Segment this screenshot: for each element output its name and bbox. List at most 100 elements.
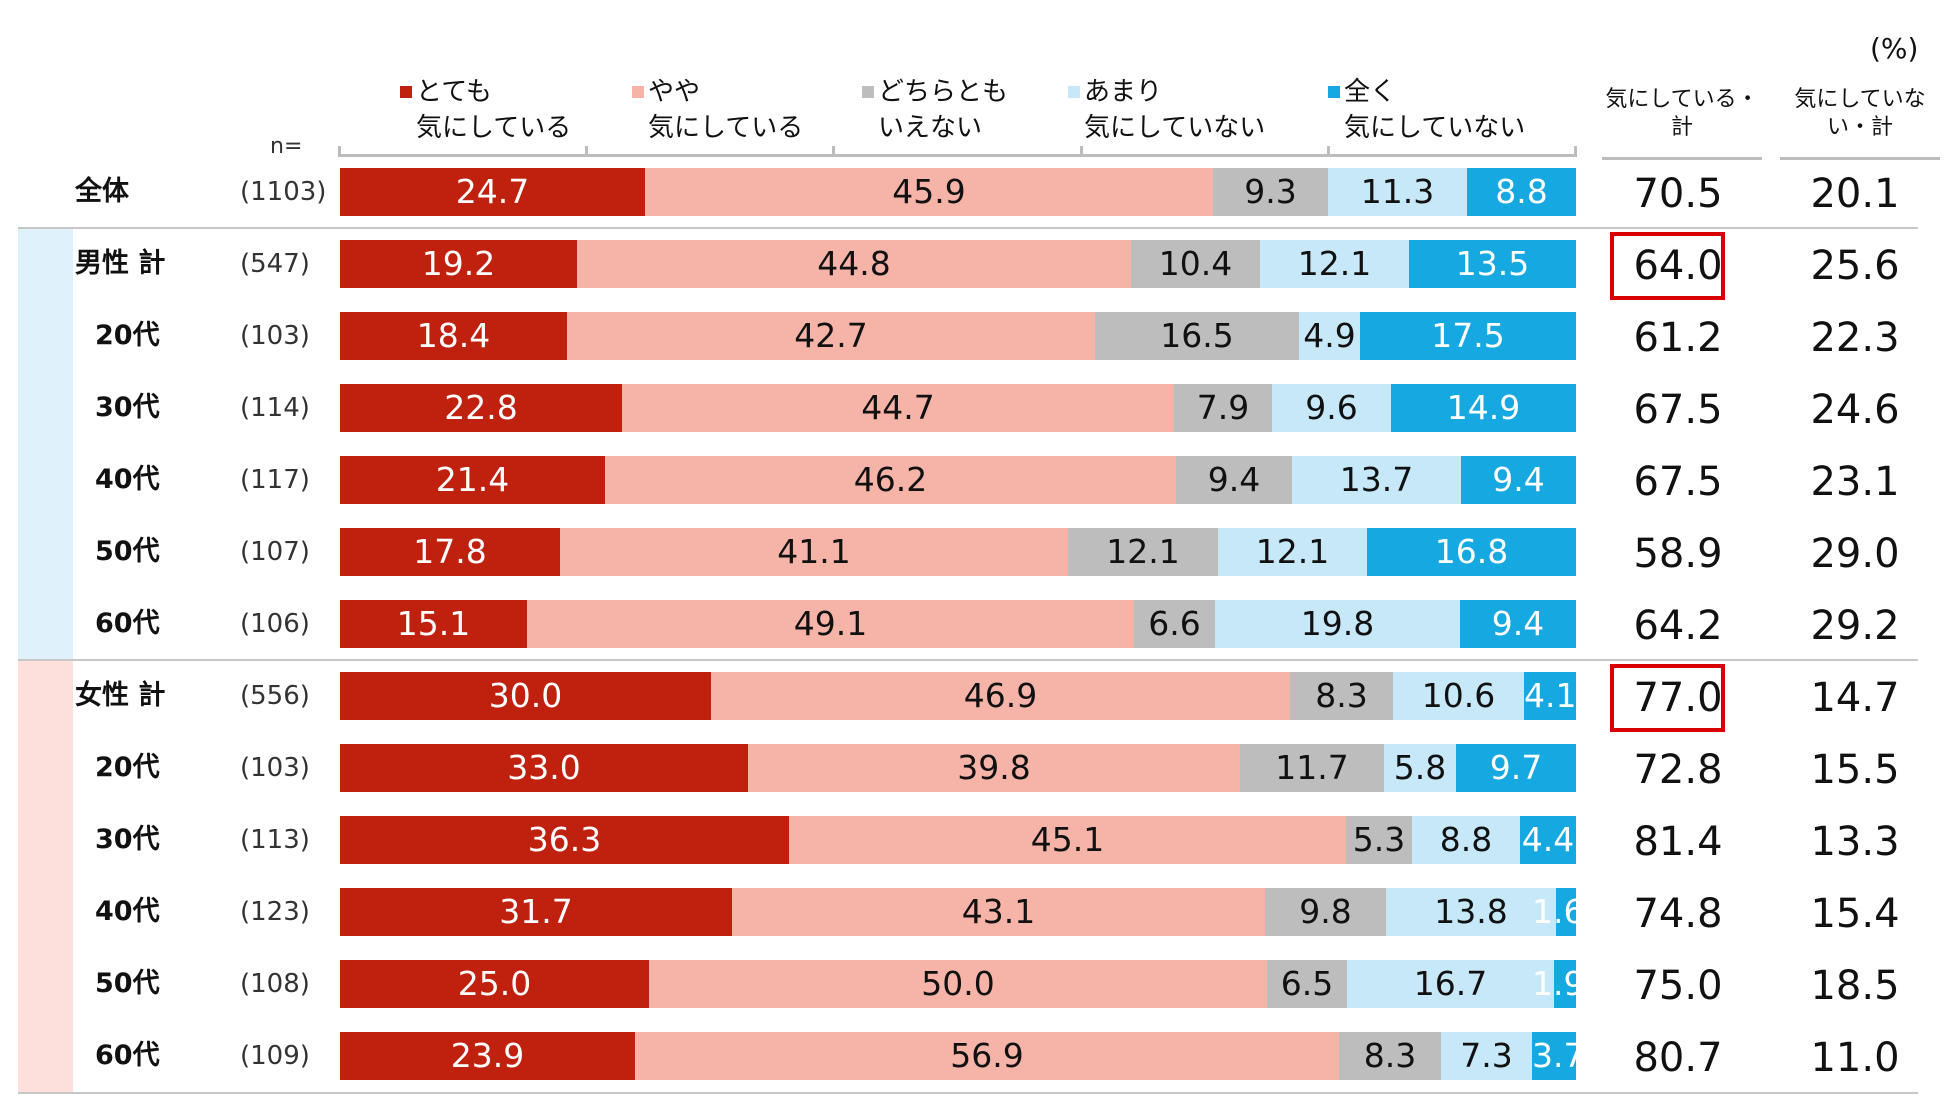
bar-segment-label: 24.7 [455, 172, 530, 211]
bar-segment-label: 9.4 [1491, 604, 1545, 643]
bar-segment [560, 528, 1068, 576]
unit-note: (%) [1870, 32, 1919, 65]
bar-segment-label: 9.8 [1299, 892, 1352, 931]
summary-header-line2: い・計 [1826, 115, 1893, 140]
bar-segment-label: 8.3 [1363, 1036, 1417, 1075]
row-n-value: (556) [240, 681, 310, 711]
bar-segment-label: 3.7 [1532, 1036, 1585, 1075]
bar-segment [1386, 888, 1556, 936]
row-n-value: (103) [240, 753, 310, 783]
row-label: 女性 計 [75, 680, 166, 711]
bar-segment-label: 10.6 [1421, 676, 1496, 715]
stacked-bar: 36.3 45.1 5.3 8.8 4.4 [340, 816, 1576, 864]
bar-segment-label: 42.7 [794, 316, 868, 355]
bar-segment-label: 41.1 [777, 532, 851, 571]
bar-segment [1131, 240, 1260, 288]
stacked-bar: 25.0 50.0 6.5 16.7 1.9 [340, 960, 1584, 1008]
bar-segment-label: 13.7 [1339, 460, 1414, 499]
bar-segment-label: 16.8 [1434, 532, 1509, 571]
row-n-value: (103) [240, 321, 310, 351]
bar-segment-label: 9.6 [1305, 388, 1358, 427]
bar-segment [340, 312, 567, 360]
male-group-band [18, 228, 73, 660]
bar-segment-label: 50.0 [921, 964, 995, 1003]
stacked-bar: 17.8 41.1 12.1 12.1 16.8 [340, 528, 1576, 576]
summary-unconcerned-total: 15.4 [1810, 891, 1900, 937]
summary-unconcerned-total: 29.0 [1810, 531, 1900, 577]
summary-concerned-total: 80.7 [1633, 1035, 1723, 1081]
bar-segment [1218, 528, 1367, 576]
bar-segment [567, 312, 1095, 360]
bar-segment [340, 240, 577, 288]
bar-segment [1299, 312, 1360, 360]
legend-label-line2: 気にしている [416, 113, 572, 143]
bar-segment [1393, 672, 1524, 720]
bar-segment [1360, 312, 1576, 360]
row-n-value: (113) [240, 825, 310, 855]
row-n-value: (107) [240, 537, 310, 567]
row-label: 20代 [95, 320, 160, 351]
bar-segment-label: 8.8 [1495, 172, 1548, 211]
summary-concerned-total: 61.2 [1633, 315, 1723, 361]
bar-segment [340, 960, 649, 1008]
summary-concerned-total: 58.9 [1633, 531, 1723, 577]
bar-segment-label: 23.9 [450, 1036, 525, 1075]
summary-header-line2: 計 [1670, 115, 1693, 140]
bar-segment-label: 8.8 [1439, 820, 1493, 859]
summary-concerned-total: 70.5 [1633, 171, 1723, 217]
bar-segment [577, 240, 1131, 288]
bar-segment [1367, 528, 1576, 576]
bar-segment [340, 888, 732, 936]
bar-segment [1520, 816, 1576, 864]
legend-label-line1: やや [648, 77, 701, 107]
bar-segment [1215, 600, 1460, 648]
bar-segment [1412, 816, 1520, 864]
bar-segment-label: 7.9 [1196, 388, 1250, 427]
axis-tick [1079, 146, 1083, 157]
highlight-box [1610, 664, 1725, 732]
legend-label-line2: 気にしていない [1344, 113, 1526, 143]
legend-label-line2: 気にしている [648, 113, 804, 143]
summary-concerned-total: 75.0 [1633, 963, 1723, 1009]
stacked-bar: 15.1 49.1 6.6 19.8 9.4 [340, 600, 1576, 648]
summary-header: 気にしていな い・計 [1780, 86, 1940, 142]
bar-segment [1346, 816, 1412, 864]
bar-segment [1339, 1032, 1441, 1080]
bar-segment [1460, 600, 1576, 648]
summary-unconcerned-total: 20.1 [1810, 171, 1900, 217]
bar-segment [711, 672, 1290, 720]
row-label: 男性 計 [75, 248, 166, 279]
bar-segment [340, 816, 789, 864]
bar-segment-label: 45.9 [892, 172, 966, 211]
bar-segment-label: 4.9 [1303, 316, 1356, 355]
bar-segment-label: 25.0 [457, 964, 532, 1003]
bar-segment-label: 30.0 [488, 676, 563, 715]
bar-segment-label: 12.1 [1255, 532, 1330, 571]
bar-segment-label: 18.4 [416, 316, 491, 355]
stacked-bar: 31.7 43.1 9.8 13.8 1.6 [340, 888, 1584, 936]
bar-segment-label: 13.5 [1455, 244, 1530, 283]
bar-segment [1456, 744, 1576, 792]
bar-segment-label: 56.9 [950, 1036, 1024, 1075]
summary-header-line1: 気にしている・ [1605, 87, 1759, 112]
axis-tick [832, 146, 836, 157]
stacked-bar: 33.0 39.8 11.7 5.8 9.7 [340, 744, 1576, 792]
summary-concerned-total: 64.2 [1633, 603, 1723, 649]
bar-segment-label: 17.8 [413, 532, 487, 571]
summary-unconcerned-total: 18.5 [1810, 963, 1900, 1009]
female-group-band [18, 660, 73, 1092]
summary-unconcerned-total: 25.6 [1810, 243, 1900, 289]
bar-segment [748, 744, 1240, 792]
summary-header-line1: 気にしていな [1794, 87, 1926, 112]
summary-concerned-total: 67.5 [1633, 387, 1723, 433]
row-label: 40代 [95, 896, 160, 927]
bar-segment-label: 5.8 [1393, 748, 1447, 787]
bottom-line [18, 1092, 1918, 1094]
summary-unconcerned-total: 15.5 [1810, 747, 1900, 793]
bar-segment-label: 22.8 [444, 388, 518, 427]
row-label: 30代 [95, 392, 160, 423]
legend-label-line1: 全く [1344, 77, 1397, 107]
row-n-value: (117) [240, 465, 310, 495]
bar-segment [1290, 672, 1393, 720]
bar-segment [1347, 960, 1554, 1008]
